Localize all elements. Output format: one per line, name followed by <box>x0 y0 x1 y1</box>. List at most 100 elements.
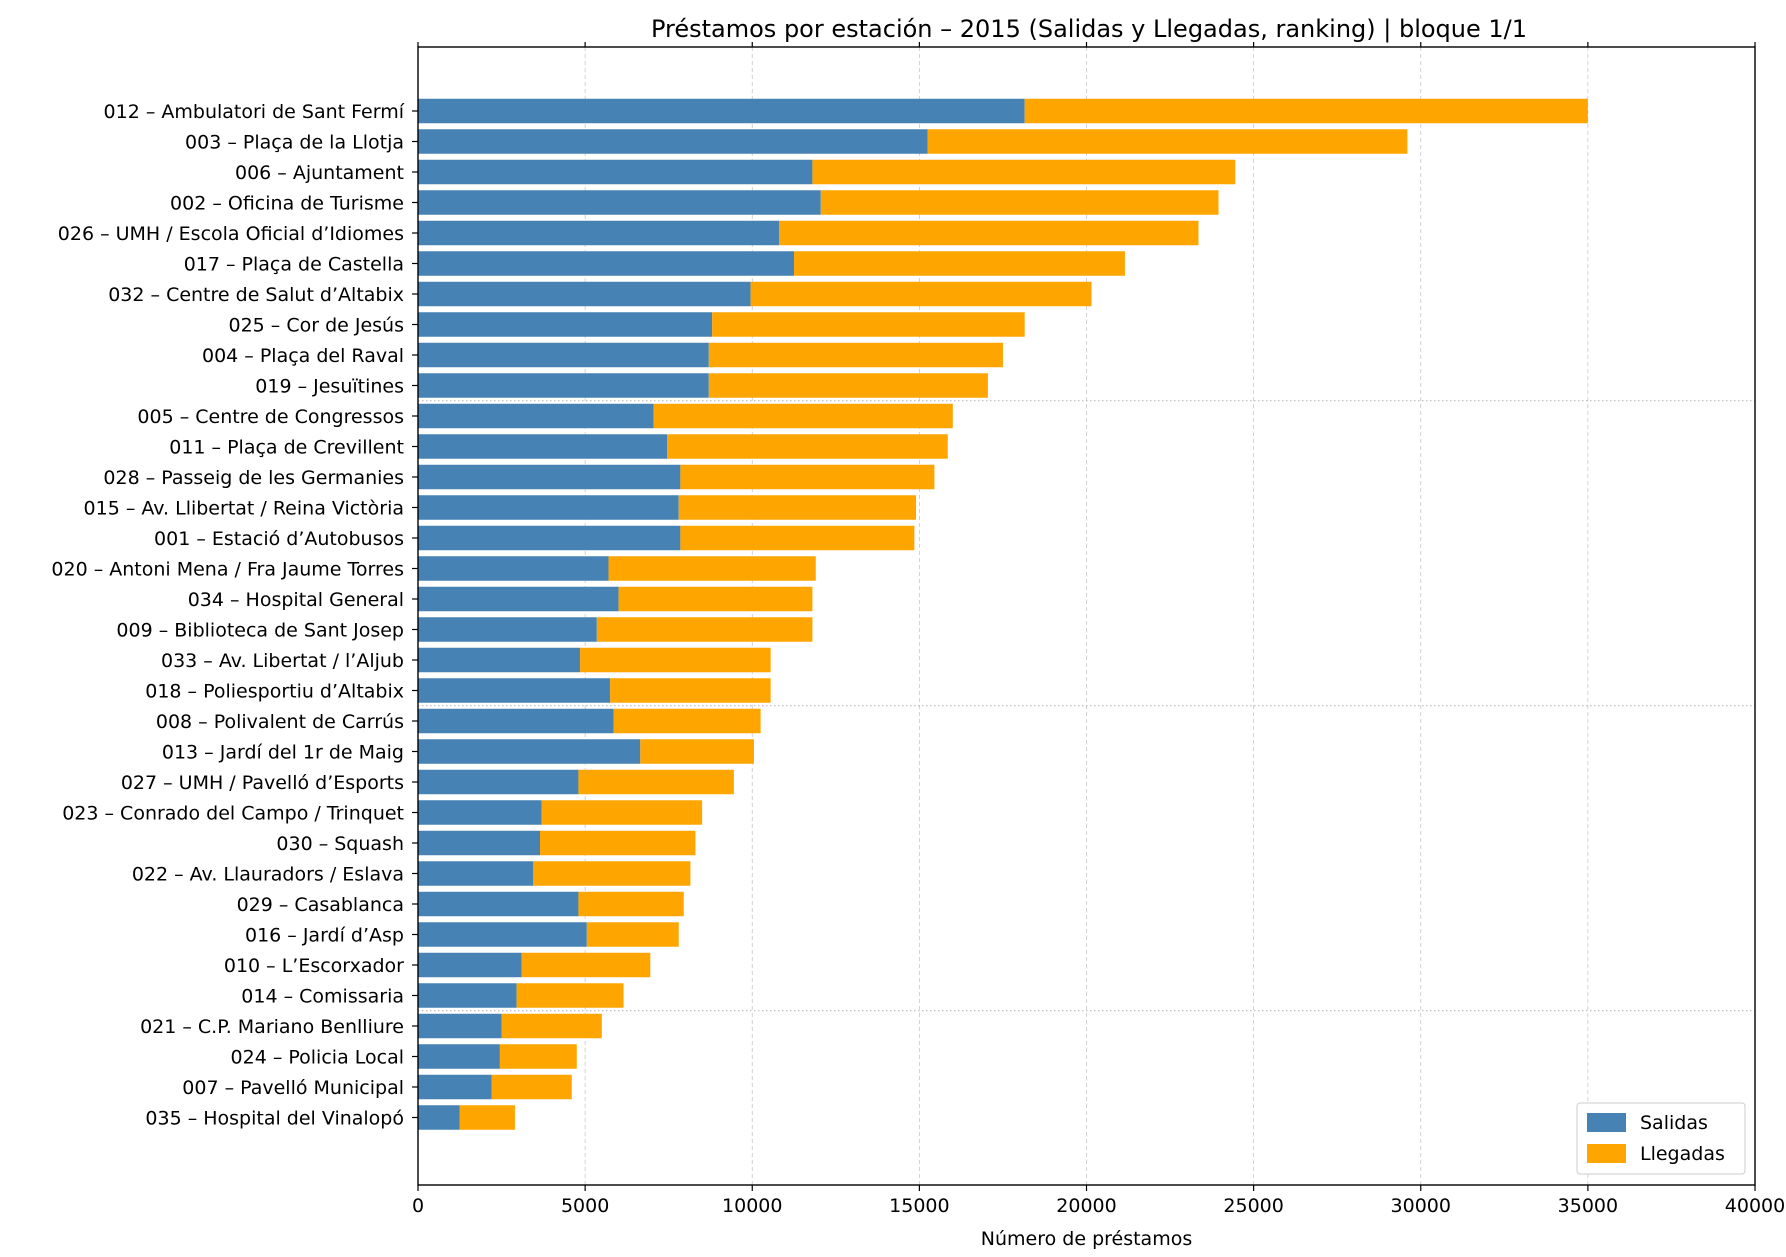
x-tick-label: 15000 <box>889 1195 949 1217</box>
bar-salidas <box>418 495 679 520</box>
x-axis: 0 5000 10000 15000 20000 25000 30000 35000 40000 <box>412 42 1785 1217</box>
y-category-label: 018 – Poliesportiu d’Altabix <box>145 681 404 703</box>
y-category-label: 004 – Plaça del Raval <box>202 345 404 367</box>
y-category-label: 026 – UMH / Escola Oficial d’Idiomes <box>58 223 404 245</box>
bar-salidas <box>418 342 709 368</box>
bar-salidas <box>418 586 619 612</box>
y-category-label: 009 – Biblioteca de Sant Josep <box>116 620 404 642</box>
bar-salidas <box>418 434 668 459</box>
bar-salidas <box>418 98 1025 124</box>
bar-llegadas <box>516 983 624 1008</box>
bar-llegadas <box>680 525 915 551</box>
y-category-label: 024 – Policia Local <box>231 1047 404 1069</box>
bar-salidas <box>418 800 542 825</box>
bar-llegadas <box>596 617 813 642</box>
y-category-label: 021 – C.P. Mariano Benlliure <box>140 1016 404 1038</box>
x-axis-label: Número de préstamos <box>981 1228 1192 1250</box>
legend: Salidas Llegadas <box>1576 1102 1746 1175</box>
y-category-label: 007 – Pavelló Municipal <box>182 1077 404 1099</box>
bar-salidas <box>418 769 579 795</box>
x-tick-label: 40000 <box>1725 1195 1785 1217</box>
y-category-label: 022 – Av. Llauradors / Eslava <box>132 864 404 886</box>
gridlines <box>417 47 1756 1185</box>
y-category-label: 013 – Jardí del 1r de Maig <box>162 742 404 764</box>
y-axis: 012 – Ambulatori de Sant Fermí 003 – Plaç… <box>51 101 418 1130</box>
bar-salidas <box>418 861 534 886</box>
bar-salidas <box>418 281 751 307</box>
y-category-label: 016 – Jardí d’Asp <box>245 925 404 947</box>
y-category-label: 015 – Av. Llibertat / Reina Victòria <box>84 498 404 520</box>
y-category-label: 033 – Av. Libertat / l’Aljub <box>161 650 404 672</box>
legend-label-llegadas: Llegadas <box>1640 1143 1725 1165</box>
bar-salidas <box>418 891 579 917</box>
bar-llegadas <box>1024 98 1588 124</box>
bar-llegadas <box>750 281 1092 307</box>
bar-llegadas <box>794 251 1125 276</box>
x-tick-label: 30000 <box>1391 1195 1451 1217</box>
bar-llegadas <box>640 739 754 764</box>
bar-llegadas <box>586 922 679 947</box>
bar-salidas <box>418 220 779 246</box>
bar-salidas <box>418 647 581 673</box>
bar-llegadas <box>708 373 988 398</box>
y-category-label: 020 – Antoni Mena / Fra Jaume Torres <box>51 559 404 581</box>
bar-salidas <box>418 739 641 764</box>
bar-llegadas <box>491 1074 572 1100</box>
bar-llegadas <box>820 190 1219 215</box>
y-category-label: 008 – Polivalent de Carrús <box>156 711 404 733</box>
bar-llegadas <box>618 586 813 612</box>
y-category-label: 017 – Plaça de Castella <box>184 254 404 276</box>
bar-salidas <box>418 678 611 703</box>
bar-llegadas <box>927 129 1408 154</box>
bar-salidas <box>418 830 541 856</box>
bar-llegadas <box>541 800 703 825</box>
y-category-label: 030 – Squash <box>276 833 404 855</box>
y-category-label: 028 – Passeig de les Germanies <box>103 467 404 489</box>
y-category-label: 032 – Centre de Salut d’Altabix <box>108 284 404 306</box>
x-tick-label: 20000 <box>1056 1195 1116 1217</box>
legend-swatch-llegadas <box>1587 1144 1626 1163</box>
y-category-label: 003 – Plaça de la Llotja <box>185 132 404 154</box>
y-category-label: 025 – Cor de Jesús <box>228 315 404 337</box>
bar-llegadas <box>499 1044 577 1069</box>
bar-salidas <box>418 312 713 337</box>
bar-llegadas <box>653 403 953 429</box>
bar-llegadas <box>667 434 948 459</box>
bar-llegadas <box>680 464 935 490</box>
bar-salidas <box>418 556 609 581</box>
bar-llegadas <box>578 891 684 917</box>
legend-label-salidas: Salidas <box>1640 1112 1708 1134</box>
bar-llegadas <box>578 769 734 795</box>
y-category-label: 035 – Hospital del Vinalopó <box>145 1108 404 1130</box>
bar-salidas <box>418 251 795 276</box>
bar-salidas <box>418 708 614 734</box>
bar-llegadas <box>778 220 1199 246</box>
bar-llegadas <box>613 708 761 734</box>
bar-salidas <box>418 1013 502 1039</box>
bars <box>418 98 1588 1130</box>
bar-salidas <box>418 983 517 1008</box>
bar-llegadas <box>610 678 771 703</box>
x-tick-label: 0 <box>412 1195 424 1217</box>
bar-salidas <box>418 922 587 947</box>
x-tick-label: 5000 <box>561 1195 609 1217</box>
bar-salidas <box>418 464 681 490</box>
y-category-label: 029 – Casablanca <box>237 894 404 916</box>
bar-llegadas <box>708 342 1003 368</box>
bar-llegadas <box>580 647 771 673</box>
y-category-label: 006 – Ajuntament <box>235 162 404 184</box>
bar-llegadas <box>812 159 1236 185</box>
x-tick-label: 25000 <box>1223 1195 1283 1217</box>
bar-salidas <box>418 1074 492 1100</box>
bar-salidas <box>418 403 654 429</box>
chart-title: Préstamos por estación – 2015 (Salidas y… <box>651 15 1527 43</box>
bar-salidas <box>418 159 813 185</box>
legend-swatch-salidas <box>1587 1113 1626 1132</box>
bar-llegadas <box>540 830 696 856</box>
y-category-label: 027 – UMH / Pavelló d’Esports <box>121 772 404 794</box>
y-category-label: 011 – Plaça de Crevillent <box>169 437 404 459</box>
bar-llegadas <box>501 1013 602 1039</box>
bar-salidas <box>418 1044 500 1069</box>
y-category-label: 001 – Estació d’Autobusos <box>154 528 404 550</box>
